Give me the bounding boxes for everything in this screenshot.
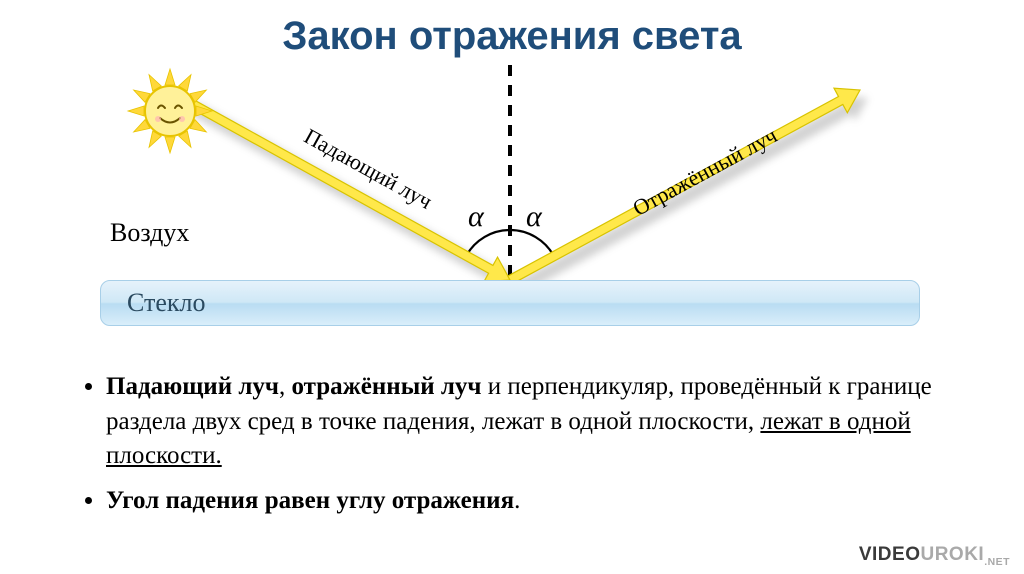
medium-label-glass: Стекло — [127, 288, 206, 318]
page-title: Закон отражения света — [0, 0, 1024, 59]
glass-bar: Стекло — [100, 280, 920, 326]
reflected-term: отражённый луч — [292, 373, 482, 400]
angle-alpha-right: α — [526, 200, 542, 234]
law-text: Падающий луч, отражённый луч и перпендик… — [70, 370, 950, 528]
medium-label-air: Воздух — [110, 218, 189, 248]
incident-term: Падающий луч — [106, 373, 279, 400]
watermark-sub: .NET — [984, 557, 1010, 568]
watermark-part1: VIDEO — [859, 544, 921, 565]
sun-icon — [125, 66, 215, 156]
watermark-part2: UROKI — [920, 544, 984, 565]
reflection-diagram: Падающий луч Отражённый луч α α Воздух С… — [70, 60, 954, 345]
angles-equal: Угол падения равен углу отражения — [106, 487, 514, 514]
law-item-2: Угол падения равен углу отражения. — [106, 484, 950, 519]
law-item-1: Падающий луч, отражённый луч и перпендик… — [106, 370, 950, 474]
watermark: VIDEOUROKI.NET — [859, 544, 1010, 568]
angle-alpha-left: α — [468, 200, 484, 234]
